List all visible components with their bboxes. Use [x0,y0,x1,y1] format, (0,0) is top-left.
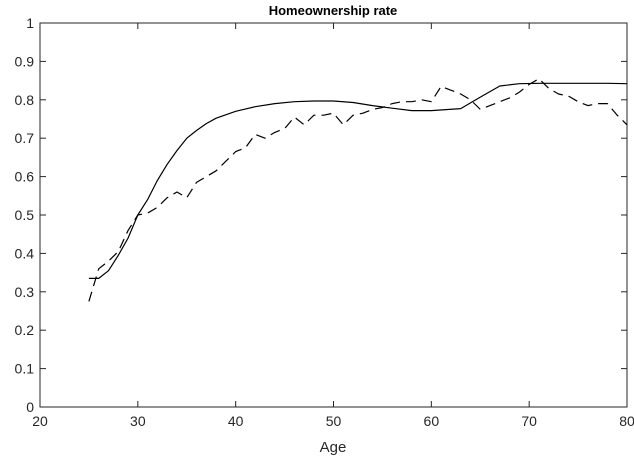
series-line-1-solid [88,82,628,279]
y-tick-label: 0.3 [15,284,35,300]
y-tick-label: 0.1 [15,361,35,377]
y-tick-label: 0.7 [15,130,35,146]
x-tick-label: 80 [619,413,634,429]
x-tick-label: 60 [424,413,440,429]
x-tick-label: 20 [32,413,48,429]
tick-layer: 20 30 40 50 60 70 80 0 0.1 0.2 0.3 0.4 0.5 0.6 0.7 0.8 0… [15,15,634,429]
y-tick-label: 0.9 [15,53,35,69]
plot-area [39,22,628,408]
y-tick-label: 0.2 [15,322,35,338]
y-tick-label: 0.4 [15,245,35,261]
x-axis-label: Age [320,439,347,456]
x-tick-label: 30 [130,413,146,429]
series-line-2-dashed [88,78,628,302]
y-tick-label: 0 [26,399,34,415]
chart-title: Homeownership rate [269,3,398,18]
y-tick-label: 1 [26,15,34,31]
x-tick-label: 50 [326,413,342,429]
series-layer [88,78,628,302]
y-tick-label: 0.5 [15,207,35,223]
x-tick-label: 70 [521,413,537,429]
y-tick-label: 0.8 [15,92,35,108]
x-tick-label: 40 [228,413,244,429]
y-tick-label: 0.6 [15,169,35,185]
